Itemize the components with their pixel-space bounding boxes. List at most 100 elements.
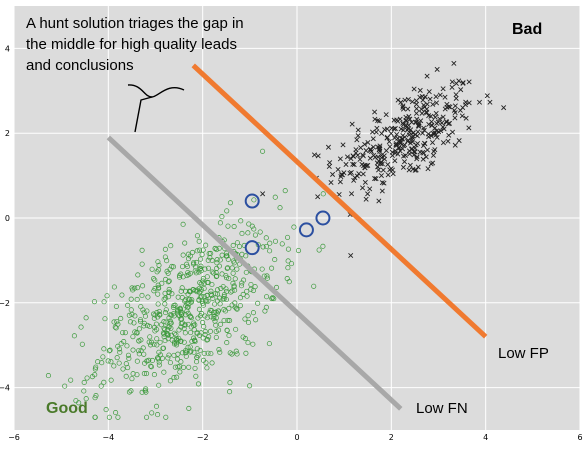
good-point	[161, 319, 167, 325]
good-point	[135, 285, 141, 291]
good-point	[155, 356, 162, 362]
good-point	[93, 364, 99, 370]
good-point	[139, 292, 145, 299]
bad-point	[383, 148, 389, 154]
good-point	[189, 297, 195, 303]
good-point	[98, 383, 104, 389]
good-point	[118, 315, 124, 321]
bad-point	[348, 169, 354, 176]
good-point	[201, 324, 207, 330]
good-point	[100, 354, 106, 360]
bad-point	[411, 152, 417, 158]
bad-point	[315, 194, 321, 200]
good-point	[185, 256, 192, 262]
good-point	[128, 296, 134, 302]
good-point	[83, 315, 89, 321]
bad-point	[354, 137, 360, 143]
bad-point	[437, 116, 443, 122]
good-point	[225, 223, 231, 229]
good-point	[149, 357, 155, 364]
good-point	[120, 366, 126, 372]
good-point	[273, 284, 280, 290]
good-point	[142, 388, 148, 394]
bad-point	[435, 119, 441, 125]
good-point	[237, 295, 244, 301]
good-point	[192, 338, 198, 344]
good-point	[176, 313, 183, 319]
good-point	[230, 242, 236, 248]
bad-point	[311, 152, 317, 158]
highlight-circle	[244, 240, 260, 256]
good-point	[81, 388, 87, 394]
bad-point	[418, 118, 424, 124]
good-point	[199, 311, 205, 317]
bad-point	[362, 141, 368, 147]
good-point	[259, 266, 265, 272]
good-point	[180, 364, 187, 370]
good-point	[201, 285, 207, 292]
good-point	[234, 240, 240, 246]
good-point	[214, 273, 220, 279]
good-point	[291, 224, 297, 230]
low-fn-label: Low FN	[416, 400, 468, 417]
good-point	[233, 348, 239, 354]
bad-point	[360, 153, 366, 159]
bad-point	[413, 119, 419, 125]
bad-point	[344, 154, 350, 160]
bad-point	[389, 153, 395, 159]
bad-point	[424, 73, 430, 79]
good-point	[245, 313, 251, 319]
good-point	[198, 286, 204, 293]
good-point	[179, 264, 186, 270]
bad-point	[372, 109, 378, 115]
bad-point	[362, 179, 368, 185]
good-point	[176, 327, 182, 333]
good-point	[182, 350, 188, 356]
y-tick-label: 4	[5, 44, 10, 53]
good-point	[115, 343, 121, 349]
good-point	[157, 352, 164, 358]
bad-point	[484, 93, 490, 99]
good-point	[127, 319, 133, 325]
good-point	[194, 233, 200, 239]
good-point	[151, 288, 157, 294]
bad-point	[407, 116, 413, 122]
bad-point	[415, 140, 421, 147]
good-point	[170, 304, 177, 310]
bad-point	[350, 161, 356, 167]
bad-point	[380, 167, 386, 173]
bad-point	[363, 196, 369, 202]
good-point	[192, 365, 198, 371]
bad-point	[427, 96, 433, 102]
good-point	[252, 232, 258, 238]
bad-point	[440, 86, 446, 92]
bad-point	[409, 99, 415, 105]
good-point	[241, 277, 247, 283]
bad-point	[365, 139, 371, 146]
good-point	[163, 295, 169, 301]
good-point	[214, 257, 220, 263]
bad-point	[416, 123, 422, 129]
good-point	[224, 208, 230, 214]
good-point	[161, 296, 167, 302]
good-point	[92, 414, 98, 420]
good-point	[311, 283, 317, 289]
good-point	[163, 414, 169, 420]
bad-point	[418, 106, 424, 112]
good-point	[277, 205, 283, 211]
good-point	[179, 285, 185, 291]
good-point	[234, 266, 240, 272]
bad-point	[368, 147, 374, 153]
good-point	[213, 322, 219, 328]
good-point	[253, 317, 259, 323]
bad-point	[414, 106, 420, 112]
good-point	[128, 388, 134, 394]
good-point	[269, 295, 275, 302]
bad-point	[362, 165, 368, 171]
bad-point	[367, 186, 373, 192]
bad-point	[351, 162, 357, 168]
good-point	[79, 341, 85, 347]
bad-point	[394, 131, 400, 137]
good-point	[168, 243, 174, 249]
bad-point	[422, 141, 428, 147]
